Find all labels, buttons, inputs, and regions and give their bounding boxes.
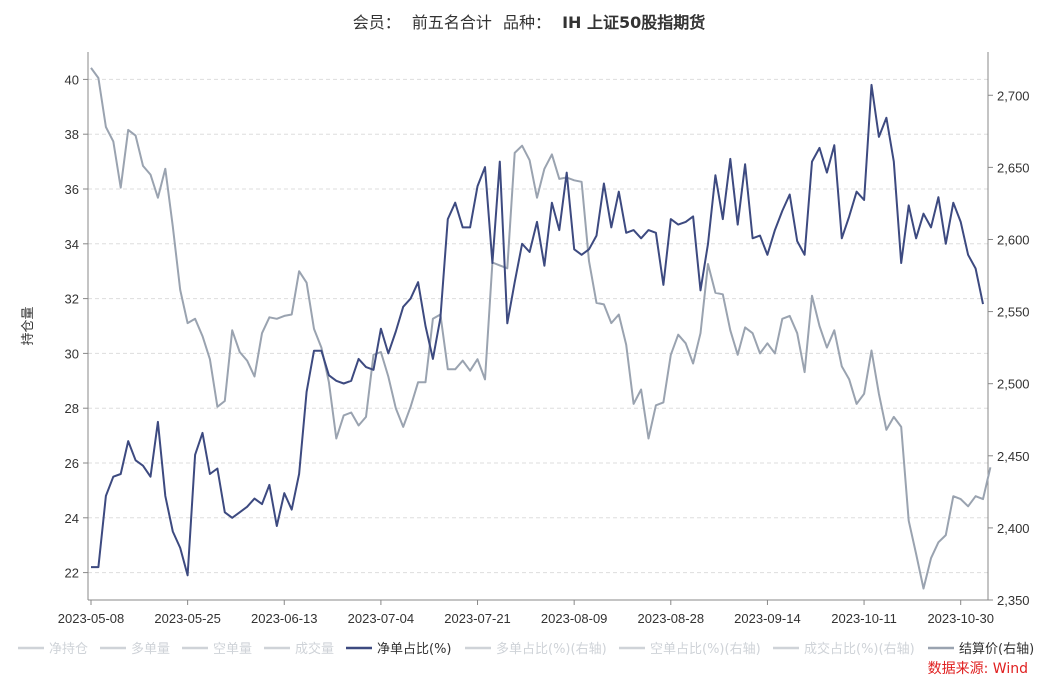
legend-item[interactable]: 空单占比(%)(右轴): [619, 642, 761, 657]
title-member-label: 会员：: [353, 13, 401, 32]
legend-item[interactable]: 成交量: [264, 641, 334, 657]
left-tick-label: 30: [65, 346, 79, 361]
left-tick-label: 28: [65, 401, 79, 416]
legend-item[interactable]: 多单占比(%)(右轴): [465, 641, 607, 657]
right-tick-label: 2,350: [997, 593, 1030, 608]
legend-item[interactable]: 多单量: [100, 641, 170, 657]
left-tick-label: 38: [65, 127, 79, 142]
title-variety-value: IH 上证50股指期货: [562, 13, 705, 32]
grid-lines: [88, 78, 988, 574]
left-tick-label: 40: [65, 72, 79, 87]
legend-item[interactable]: 结算价(右轴): [928, 642, 1034, 657]
x-tick-label: 2023-09-14: [734, 611, 801, 626]
right-tick-label: 2,700: [997, 88, 1030, 103]
left-tick-label: 22: [65, 566, 79, 581]
legend-label: 空单占比(%)(右轴): [650, 642, 761, 657]
right-tick-label: 2,600: [997, 232, 1030, 247]
x-tick-label: 2023-08-28: [638, 611, 705, 626]
legend-label: 多单占比(%)(右轴): [496, 641, 607, 657]
axes: 22 24 26 28 30 32 34 36 38 40 2,350 2,400 2,450 2,500…: [58, 52, 1030, 626]
right-tick-label: 2,400: [997, 521, 1030, 536]
legend-item[interactable]: 净持仓: [18, 642, 88, 657]
series-layer: [90, 67, 992, 590]
left-tick-label: 36: [65, 182, 79, 197]
data-source: 数据来源: Wind: [928, 661, 1028, 677]
series-line-net-ratio: [91, 83, 984, 577]
x-tick-label: 2023-10-11: [831, 611, 897, 626]
right-tick-label: 2,450: [997, 449, 1030, 464]
x-tick-label: 2023-06-13: [251, 611, 318, 626]
chart-title: 会员： 前五名合计 品种： IH 上证50股指期货: [353, 13, 706, 32]
legend-label: 空单量: [213, 642, 252, 657]
right-tick-label: 2,650: [997, 160, 1030, 175]
right-tick-label: 2,550: [997, 305, 1030, 320]
series-line-settle-price: [90, 67, 992, 590]
legend-item[interactable]: 空单量: [182, 642, 252, 657]
x-tick-label: 2023-05-08: [58, 611, 125, 626]
legend-label: 净持仓: [49, 642, 88, 657]
title-variety-label: 品种：: [503, 13, 551, 32]
left-tick-label: 34: [65, 237, 79, 252]
legend-label: 多单量: [131, 641, 170, 657]
left-tick-label: 26: [65, 456, 79, 471]
title-member-value: 前五名合计: [412, 13, 492, 32]
x-tick-label: 2023-07-21: [444, 611, 511, 626]
left-tick-label: 24: [65, 511, 79, 526]
legend-label: 成交量: [295, 641, 334, 657]
right-tick-label: 2,500: [997, 377, 1030, 392]
x-tick-label: 2023-08-09: [541, 611, 608, 626]
left-tick-label: 32: [65, 292, 79, 307]
legend-label: 结算价(右轴): [959, 642, 1034, 657]
legend-label: 成交占比(%)(右轴): [804, 641, 915, 657]
legend[interactable]: 净持仓 多单量 空单量 成交量 净单占比(%) 多单占比(%)(右轴) 空单占比(%)(右轴…: [18, 641, 1034, 657]
x-tick-label: 2023-10-30: [927, 611, 994, 626]
y-axis-label: 持仓量: [21, 306, 36, 345]
legend-item[interactable]: 净单占比(%): [346, 642, 452, 657]
legend-item[interactable]: 成交占比(%)(右轴): [773, 641, 915, 657]
x-tick-label: 2023-05-25: [154, 611, 221, 626]
x-tick-label: 2023-07-04: [348, 611, 415, 626]
legend-label: 净单占比(%): [377, 642, 452, 657]
